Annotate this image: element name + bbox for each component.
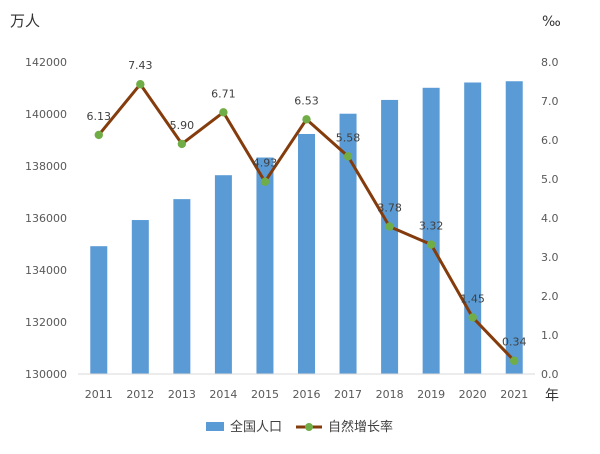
right-tick-label: 8.0 bbox=[541, 56, 559, 69]
population-bar bbox=[339, 113, 357, 375]
growth-rate-data-label: 3.78 bbox=[377, 202, 402, 215]
growth-rate-marker bbox=[177, 139, 187, 149]
x-tick-label: 2018 bbox=[376, 388, 404, 401]
growth-rate-marker bbox=[260, 177, 270, 186]
growth-rate-marker bbox=[468, 313, 477, 322]
x-tick-label: 2011 bbox=[85, 388, 113, 401]
growth-rate-marker bbox=[94, 130, 103, 140]
x-tick-label: 2015 bbox=[251, 388, 279, 401]
population-bar bbox=[505, 81, 523, 375]
x-tick-label: 2020 bbox=[459, 388, 487, 401]
left-axis-ticks: 130000 132000 134000 136000 138000 140000 1420… bbox=[25, 56, 67, 381]
right-tick-label: 2.0 bbox=[541, 290, 559, 303]
growth-rate-data-label: 6.71 bbox=[211, 87, 236, 100]
growth-rate-line: 6.13 7.43 5.90 6.71 4.93 6.53 5.58 3.78 3.32 1.45… bbox=[87, 59, 527, 365]
right-tick-label: 7.0 bbox=[541, 95, 559, 108]
left-axis-unit: 万人 bbox=[10, 12, 40, 30]
growth-rate-data-label: 1.45 bbox=[460, 292, 485, 305]
x-axis-ticks: 2011 2012 2013 2014 2015 2016 2017 2018 2019 2020… bbox=[85, 388, 528, 401]
x-tick-label: 2017 bbox=[334, 388, 362, 401]
legend-label-population: 全国人口 bbox=[230, 419, 282, 435]
growth-rate-data-label: 5.90 bbox=[170, 119, 195, 132]
right-tick-label: 1.0 bbox=[541, 329, 559, 342]
right-tick-label: 3.0 bbox=[541, 251, 559, 264]
growth-rate-data-label: 6.53 bbox=[294, 94, 319, 107]
left-tick-label: 134000 bbox=[25, 264, 67, 277]
growth-rate-data-label: 4.93 bbox=[253, 157, 278, 170]
left-tick-label: 142000 bbox=[25, 56, 67, 69]
legend: 全国人口 自然增长率 bbox=[206, 419, 393, 435]
population-bar bbox=[381, 99, 399, 375]
x-tick-label: 2019 bbox=[417, 388, 445, 401]
x-tick-label: 2021 bbox=[500, 388, 528, 401]
right-axis-ticks: 0.0 1.0 2.0 3.0 4.0 5.0 6.0 7.0 8.0 bbox=[541, 56, 559, 381]
right-tick-label: 4.0 bbox=[541, 212, 559, 225]
population-bar bbox=[298, 133, 315, 374]
growth-rate-marker bbox=[219, 108, 228, 117]
right-tick-label: 0.0 bbox=[541, 368, 559, 381]
growth-rate-data-label: 6.13 bbox=[87, 110, 112, 123]
legend-label-rate: 自然增长率 bbox=[328, 419, 393, 435]
growth-rate-data-label: 3.32 bbox=[419, 220, 444, 233]
growth-rate-data-label: 7.43 bbox=[128, 59, 153, 72]
population-bar bbox=[173, 199, 191, 374]
growth-rate-marker bbox=[510, 356, 519, 365]
population-bars bbox=[90, 81, 523, 375]
left-tick-label: 140000 bbox=[25, 108, 67, 121]
growth-rate-marker bbox=[426, 240, 436, 249]
growth-rate-marker bbox=[343, 152, 353, 161]
legend-swatch-rate-marker bbox=[305, 423, 313, 431]
legend-swatch-population bbox=[206, 422, 224, 431]
left-tick-label: 130000 bbox=[25, 368, 67, 381]
growth-rate-marker bbox=[385, 222, 394, 231]
x-tick-label: 2013 bbox=[168, 388, 196, 401]
left-tick-label: 138000 bbox=[25, 160, 67, 173]
left-tick-label: 132000 bbox=[25, 316, 67, 329]
population-bar bbox=[131, 220, 149, 374]
x-tick-label: 2014 bbox=[209, 388, 237, 401]
growth-rate-marker bbox=[302, 115, 311, 124]
population-bar bbox=[214, 175, 232, 374]
x-tick-label: 2016 bbox=[293, 388, 321, 401]
left-tick-label: 136000 bbox=[25, 212, 67, 225]
right-tick-label: 5.0 bbox=[541, 173, 559, 186]
growth-rate-data-label: 0.34 bbox=[502, 336, 527, 349]
right-axis-unit: ‰ bbox=[542, 14, 561, 30]
x-tick-label: 2012 bbox=[126, 388, 154, 401]
growth-rate-marker bbox=[136, 80, 145, 89]
population-bar bbox=[256, 157, 274, 374]
population-bar bbox=[90, 246, 108, 374]
population-bar bbox=[422, 87, 440, 375]
x-axis-unit: 年 bbox=[545, 388, 559, 404]
growth-rate-data-label: 5.58 bbox=[336, 131, 361, 144]
right-tick-label: 6.0 bbox=[541, 134, 559, 147]
population-bar bbox=[464, 82, 482, 374]
